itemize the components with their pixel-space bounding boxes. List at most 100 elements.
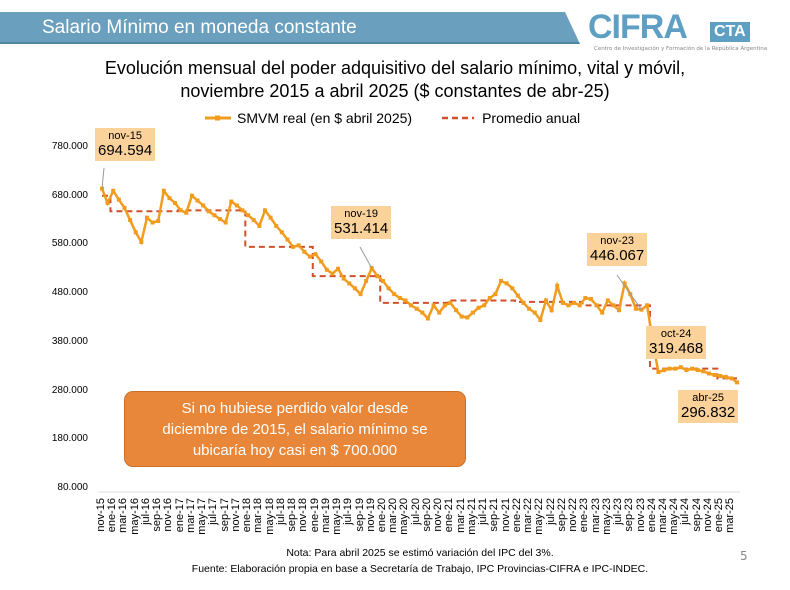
smvm-point — [234, 203, 239, 208]
smvm-point — [600, 310, 605, 315]
logo-subtitle: Centro de Investigación y Formación de l… — [594, 46, 768, 52]
callout-box: Si no hubiese perdido valor desde diciem… — [124, 391, 466, 467]
annotation-leader — [101, 167, 105, 189]
callout-line: diciembre de 2015, el salario mínimo se — [162, 421, 428, 438]
annotation-abr-25: abr-25 296.832 — [678, 390, 739, 423]
smvm-point — [543, 298, 548, 303]
smvm-point — [662, 368, 666, 373]
y-tick-label: 580.000 — [51, 238, 88, 250]
smvm-point — [229, 199, 234, 204]
annotation-month: nov-19 — [344, 208, 378, 220]
smvm-point — [690, 366, 695, 371]
smvm-point — [296, 243, 301, 248]
smvm-point — [712, 372, 717, 377]
y-tick-label: 680.000 — [51, 189, 88, 201]
smvm-point — [645, 303, 650, 308]
page-number: 5 — [740, 549, 748, 563]
smvm-point — [566, 303, 571, 308]
logo-cta: CTA — [710, 22, 750, 42]
smvm-point — [302, 249, 307, 254]
callout-line: ubicaría hoy casi en $ 700.000 — [192, 442, 398, 459]
annotation-nov-19: nov-19 531.414 — [331, 206, 392, 239]
smvm-point — [549, 308, 554, 313]
smvm-point — [510, 286, 515, 291]
annotation-month: abr-25 — [692, 392, 725, 404]
smvm-point — [358, 292, 363, 297]
note-line: Nota: Para abril 2025 se estimó variació… — [286, 547, 554, 559]
smvm-point — [527, 306, 532, 311]
smvm-point — [319, 259, 324, 264]
smvm-point — [189, 193, 194, 198]
smvm-point — [386, 286, 391, 291]
smvm-point — [442, 303, 447, 308]
smvm-point — [577, 303, 582, 308]
smvm-point — [139, 239, 144, 244]
smvm-point — [218, 217, 223, 222]
logo-text: CIFRA — [588, 8, 688, 46]
smvm-point — [656, 370, 661, 375]
y-tick-label: 780.000 — [51, 141, 88, 152]
smvm-point — [240, 208, 245, 213]
annotation-month: nov-15 — [108, 130, 142, 142]
smvm-point — [364, 278, 369, 283]
smvm-point — [341, 276, 346, 281]
annotation-oct-24: oct-24 319.468 — [646, 326, 707, 359]
smvm-point — [195, 198, 200, 203]
smvm-point — [706, 371, 711, 376]
promedio-anual-line — [102, 194, 738, 380]
smvm-point — [583, 296, 588, 301]
smvm-point — [673, 366, 678, 371]
legend: SMVM real (en $ abril 2025) Promedio anu… — [205, 110, 580, 126]
source-line: Fuente: Elaboración propia en base a Sec… — [191, 563, 649, 575]
smvm-point — [251, 218, 256, 223]
smvm-point — [538, 317, 543, 322]
annotation-nov-23: nov-23 446.067 — [587, 233, 648, 266]
smvm-point — [257, 223, 262, 228]
smvm-point — [588, 296, 593, 301]
y-tick-label: 280.000 — [51, 384, 88, 396]
cifra-logo: CIFRA CTA Centro de Investigación y Form… — [588, 8, 768, 58]
smvm-point — [504, 281, 509, 286]
smvm-point — [684, 368, 689, 373]
smvm-point — [212, 213, 217, 218]
annotation-value: 296.832 — [681, 404, 736, 421]
smvm-point — [274, 223, 279, 228]
smvm-point — [605, 298, 610, 303]
smvm-point — [482, 303, 487, 308]
smvm-point — [105, 201, 110, 206]
smvm-point — [268, 215, 273, 220]
smvm-point — [116, 197, 121, 202]
smvm-point — [330, 271, 335, 276]
smvm-point — [493, 292, 498, 297]
annotation-month: oct-24 — [660, 328, 692, 340]
smvm-point — [560, 300, 565, 305]
legend-line-marker — [205, 115, 231, 121]
smvm-point — [633, 306, 638, 311]
smvm-point — [420, 310, 425, 315]
smvm-point — [409, 303, 414, 308]
smvm-point — [178, 208, 183, 213]
smvm-point — [723, 374, 728, 379]
smvm-point — [572, 300, 577, 305]
smvm-point — [381, 278, 385, 283]
smvm-point — [111, 188, 116, 193]
smvm-point — [465, 315, 470, 320]
smvm-point — [470, 310, 475, 315]
smvm-point — [459, 314, 464, 319]
smvm-point — [454, 308, 459, 313]
smvm-point — [392, 292, 397, 297]
callout-line: Si no hubiese perdido valor desde — [181, 400, 409, 417]
header-bar — [0, 12, 580, 44]
smvm-point — [223, 220, 228, 225]
smvm-point — [375, 274, 380, 279]
smvm-point — [144, 215, 149, 220]
smvm-point — [262, 208, 267, 213]
smvm-point — [594, 303, 599, 308]
smvm-point — [476, 305, 481, 310]
smvm-point — [313, 252, 318, 257]
smvm-point — [678, 365, 683, 370]
smvm-point — [122, 205, 127, 210]
legend-label-promedio: Promedio anual — [482, 110, 581, 126]
